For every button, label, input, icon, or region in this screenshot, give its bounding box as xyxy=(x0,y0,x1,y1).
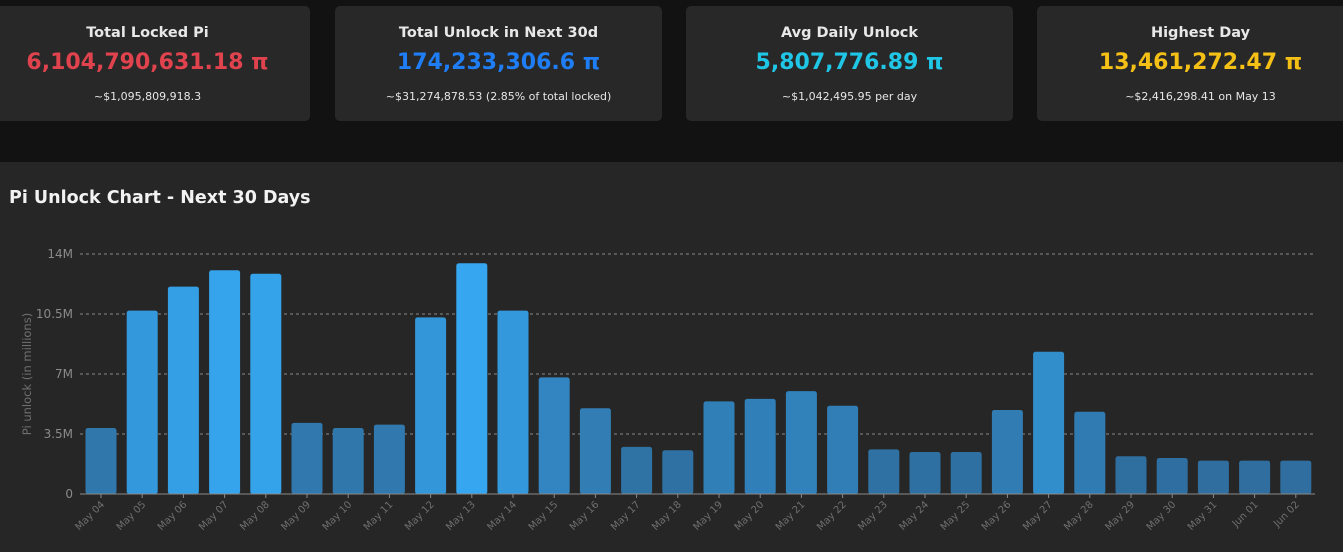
bar-may-12 xyxy=(415,317,447,494)
bar-may-19 xyxy=(703,401,735,494)
bar-may-25 xyxy=(950,452,982,494)
bar-may-05 xyxy=(126,310,158,494)
unlock-bar-chart: 0 3.5M 7M 10.5M 14M Pi unlock (in millions) Ma… xyxy=(20,247,1315,533)
x-tick-label: May 09 xyxy=(279,499,313,533)
x-tick-label: May 11 xyxy=(362,499,396,533)
stat-value: 174,233,306.6 π xyxy=(396,50,601,75)
bar-jun-01 xyxy=(1239,460,1271,494)
stat-subtext: ~$1,095,809,918.3 xyxy=(93,90,202,103)
x-tick-label: May 20 xyxy=(733,499,767,533)
stat-title: Avg Daily Unlock xyxy=(780,25,919,41)
bar-may-15 xyxy=(538,377,570,494)
bar-may-27 xyxy=(1033,351,1065,494)
bar-may-28 xyxy=(1074,411,1106,494)
x-tick-label: May 24 xyxy=(897,499,931,533)
x-tick-label: May 22 xyxy=(815,499,849,533)
bar-may-06 xyxy=(167,286,199,494)
bar-may-24 xyxy=(909,452,941,494)
x-tick-label: May 17 xyxy=(609,499,643,533)
x-tick-label: May 15 xyxy=(527,499,561,533)
stat-value: 5,807,776.89 π xyxy=(755,50,944,75)
x-tick-label: May 28 xyxy=(1062,499,1096,533)
stat-title: Total Locked Pi xyxy=(86,25,209,41)
bar-may-29 xyxy=(1115,456,1147,494)
x-tick-label: May 18 xyxy=(650,499,684,533)
x-tick-label: May 26 xyxy=(980,499,1014,533)
bar-may-09 xyxy=(291,422,323,494)
stat-card-unlock-30d: Total Unlock in Next 30d 174,233,306.6 π… xyxy=(335,6,662,121)
stat-subtext: ~$2,416,298.41 on May 13 xyxy=(1125,90,1276,103)
x-tick-label: May 16 xyxy=(568,499,602,533)
stat-value: 13,461,272.47 π xyxy=(1098,50,1303,75)
x-tick-label: May 31 xyxy=(1186,499,1220,533)
stat-subtext: ~$31,274,878.53 (2.85% of total locked) xyxy=(385,90,612,103)
bar-may-13 xyxy=(456,263,488,494)
y-tick-label: 7M xyxy=(55,367,73,381)
bar-jun-02 xyxy=(1280,460,1312,494)
bar-may-21 xyxy=(785,391,817,494)
x-tick-label: May 13 xyxy=(444,499,478,533)
y-tick-label: 14M xyxy=(47,247,73,261)
bar-may-04 xyxy=(85,428,117,494)
stat-value: 6,104,790,631.18 π xyxy=(26,50,269,75)
x-tick-label: May 25 xyxy=(939,499,973,533)
x-tick-label: May 10 xyxy=(321,499,355,533)
bar-may-31 xyxy=(1197,460,1229,494)
y-tick-label: 3.5M xyxy=(44,427,73,441)
x-tick-label: May 19 xyxy=(691,499,725,533)
chart-panel: Pi Unlock Chart - Next 30 Days 0 3.5M 7M 10… xyxy=(0,162,1343,552)
bar-may-17 xyxy=(621,446,653,494)
x-tick-label: Jun 01 xyxy=(1230,499,1261,530)
x-tick-label: May 07 xyxy=(197,499,231,533)
bar-may-30 xyxy=(1156,458,1188,494)
x-tick-label: May 27 xyxy=(1021,499,1055,533)
bar-may-20 xyxy=(744,398,776,494)
stat-card-highest-day: Highest Day 13,461,272.47 π ~$2,416,298.… xyxy=(1037,6,1343,121)
bar-may-16 xyxy=(579,408,611,494)
bar-may-07 xyxy=(209,270,241,494)
stats-row: Total Locked Pi 6,104,790,631.18 π ~$1,0… xyxy=(0,0,1343,162)
stat-card-avg-daily: Avg Daily Unlock 5,807,776.89 π ~$1,042,… xyxy=(686,6,1013,121)
x-tick-label: May 04 xyxy=(73,499,107,533)
bar-may-26 xyxy=(991,410,1023,494)
stat-subtext: ~$1,042,495.95 per day xyxy=(781,90,918,103)
bar-may-11 xyxy=(373,424,405,494)
bar-may-08 xyxy=(250,273,282,494)
stat-title: Total Unlock in Next 30d xyxy=(398,25,599,41)
x-tick-label: May 30 xyxy=(1145,499,1179,533)
stat-title: Highest Day xyxy=(1150,25,1251,41)
bar-may-18 xyxy=(662,450,694,494)
x-tick-label: May 12 xyxy=(403,499,437,533)
x-tick-label: May 21 xyxy=(774,499,808,533)
x-tick-label: Jun 02 xyxy=(1271,499,1302,530)
x-tick-label: May 05 xyxy=(115,499,149,533)
bar-may-23 xyxy=(868,449,900,494)
y-tick-label: 10.5M xyxy=(36,307,73,321)
x-tick-label: May 23 xyxy=(856,499,890,533)
y-axis-label: Pi unlock (in millions) xyxy=(20,313,34,435)
x-tick-label: May 08 xyxy=(238,499,272,533)
bar-may-14 xyxy=(497,310,529,494)
stat-card-total-locked: Total Locked Pi 6,104,790,631.18 π ~$1,0… xyxy=(0,6,310,121)
x-tick-label: May 29 xyxy=(1103,499,1137,533)
x-tick-label: May 06 xyxy=(156,499,190,533)
x-tick-label: May 14 xyxy=(485,499,519,533)
y-tick-label: 0 xyxy=(65,487,73,501)
bar-may-10 xyxy=(332,428,364,494)
bar-may-22 xyxy=(827,405,859,494)
chart-title: Pi Unlock Chart - Next 30 Days xyxy=(9,188,311,208)
